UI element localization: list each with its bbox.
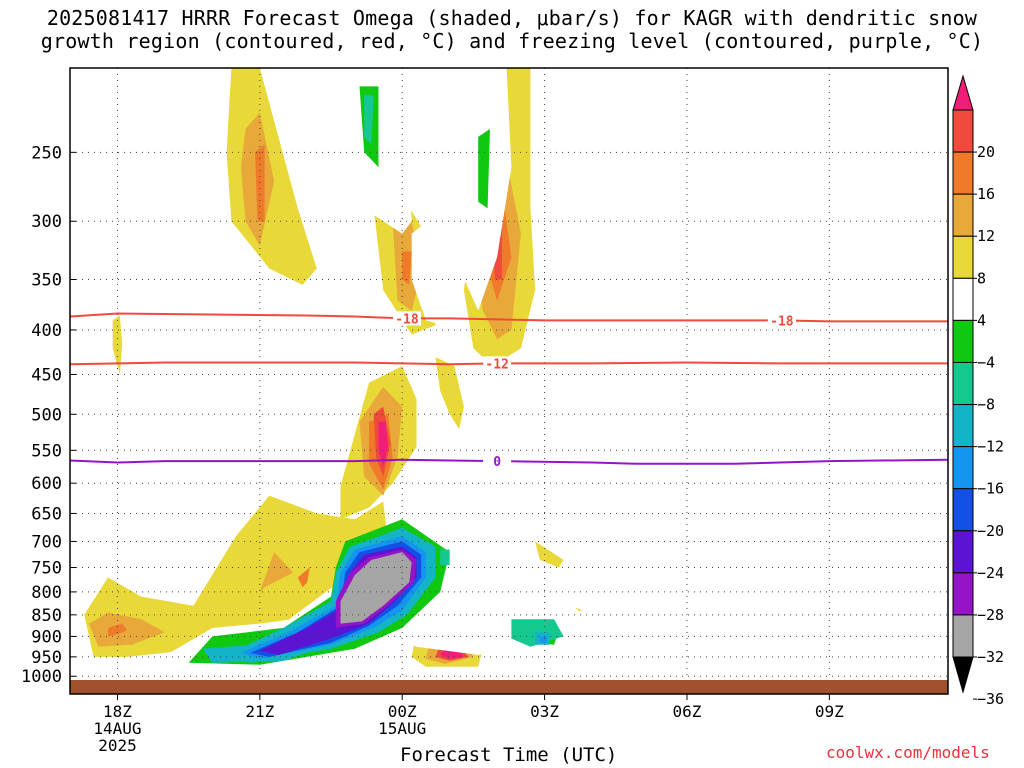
colorbar-label: 16 (977, 185, 995, 203)
colorbar-bottom-arrow (952, 656, 974, 694)
colorbar-swatch (952, 319, 974, 363)
colorbar-label: 4 (977, 311, 986, 329)
y-tick-label: 450 (31, 365, 62, 385)
omega-region (440, 549, 450, 565)
colorbar-swatch (952, 404, 974, 448)
colorbar-swatch (952, 151, 974, 195)
chart-title-line-1: 2025081417 HRRR Forecast Omega (shaded, … (46, 6, 978, 30)
omega-region (364, 95, 374, 145)
contour-label-bg (483, 454, 512, 469)
y-tick-label: 750 (31, 559, 62, 579)
x-tick-label: 00Z (388, 702, 417, 721)
contour-label: -18 (770, 314, 794, 329)
colorbar-label: 20 (977, 143, 995, 161)
colorbar-swatch (952, 235, 974, 279)
colorbar-swatch (952, 572, 974, 616)
y-tick-label: 250 (31, 143, 62, 163)
contour-label: 0 (493, 455, 501, 470)
colorbar-label: −28 (977, 606, 1004, 624)
omega-region (378, 421, 388, 468)
omega-region (259, 552, 294, 592)
y-tick-label: 500 (31, 405, 62, 425)
colorbar-top-arrow (952, 74, 974, 111)
x-tick-label: 09Z (815, 702, 844, 721)
colorbar-swatch (952, 361, 974, 406)
y-tick-label: 900 (31, 627, 62, 647)
x-tick-sublabel: 14AUG (93, 719, 141, 738)
y-tick-label: 950 (31, 648, 62, 668)
y-tick-label: 600 (31, 474, 62, 494)
contour-label: -18 (395, 312, 419, 327)
x-tick-label: 21Z (245, 702, 274, 721)
contour-label-bg (767, 313, 796, 328)
colorbar-swatch (952, 614, 974, 658)
y-tick-label: 800 (31, 583, 62, 603)
omega-region (297, 567, 310, 588)
credit-link[interactable]: coolwx.com/models (826, 743, 990, 762)
colorbar-swatch (952, 530, 974, 574)
temperature-contours: -18 -18 -12 0 (70, 311, 948, 470)
omega-region (478, 128, 490, 209)
omega-region (340, 552, 412, 624)
omega-region (84, 495, 388, 657)
y-axis: 2503003504004505005506006507007508008509… (21, 143, 76, 687)
omega-region (402, 251, 412, 285)
contour-line (70, 312, 948, 323)
omega-region (535, 541, 564, 568)
ground-bar (70, 680, 948, 694)
y-tick-label: 700 (31, 532, 62, 552)
colorbar-label: 8 (977, 269, 986, 287)
x-tick-label: 03Z (530, 702, 559, 721)
omega-region (89, 612, 165, 647)
y-tick-label: 300 (31, 212, 62, 232)
omega-shading (84, 68, 593, 668)
colorbar-swatch (952, 193, 974, 237)
colorbar-label: −8 (977, 396, 995, 414)
omega-region (444, 68, 498, 258)
x-tick-sublabel: 2025 (98, 736, 137, 755)
colorbar-label: −12 (977, 438, 1004, 456)
colorbar-swatch (952, 277, 974, 321)
omega-region (193, 386, 289, 464)
omega-region (411, 214, 450, 326)
contour-label-bg (483, 356, 512, 371)
contour-label: -12 (485, 357, 508, 372)
x-axis-label: Forecast Time (UTC) (400, 744, 618, 766)
colorbar-label: −20 (977, 522, 1004, 540)
y-tick-label: 550 (31, 441, 62, 461)
plot-frame (69, 67, 949, 695)
x-tick-sublabel: 15AUG (378, 719, 426, 738)
colorbar-label: 12 (977, 227, 995, 245)
y-tick-label: 400 (31, 321, 62, 341)
colorbar-label: −4 (977, 353, 995, 371)
grid (70, 68, 948, 680)
colorbar-label: −24 (977, 564, 1004, 582)
contour-line (70, 361, 948, 366)
colorbar-label: −36 (977, 690, 1004, 708)
colorbar-swatch (952, 488, 974, 532)
y-tick-label: 650 (31, 504, 62, 524)
colorbar-label: −32 (977, 648, 1004, 666)
colorbar-label: −16 (977, 480, 1004, 498)
omega-region (108, 623, 127, 637)
y-tick-label: 350 (31, 270, 62, 290)
colorbar-swatch (952, 109, 974, 153)
colorbar-swatch (952, 446, 974, 490)
x-tick-label: 18Z (103, 702, 132, 721)
omega-region (539, 636, 547, 643)
omega-region (435, 357, 464, 430)
chart-title-line-2: growth region (contoured, red, °C) and f… (40, 29, 984, 53)
x-tick-label: 06Z (673, 702, 702, 721)
colorbar: 20 16 12 8 4 −4 −8 −12 −16 −20 −24 −28 −32 −36 (952, 74, 1004, 708)
y-tick-label: 850 (31, 606, 62, 626)
contour-label-bg (392, 311, 421, 326)
y-tick-label: 1000 (21, 667, 62, 687)
contour-line (70, 458, 948, 465)
